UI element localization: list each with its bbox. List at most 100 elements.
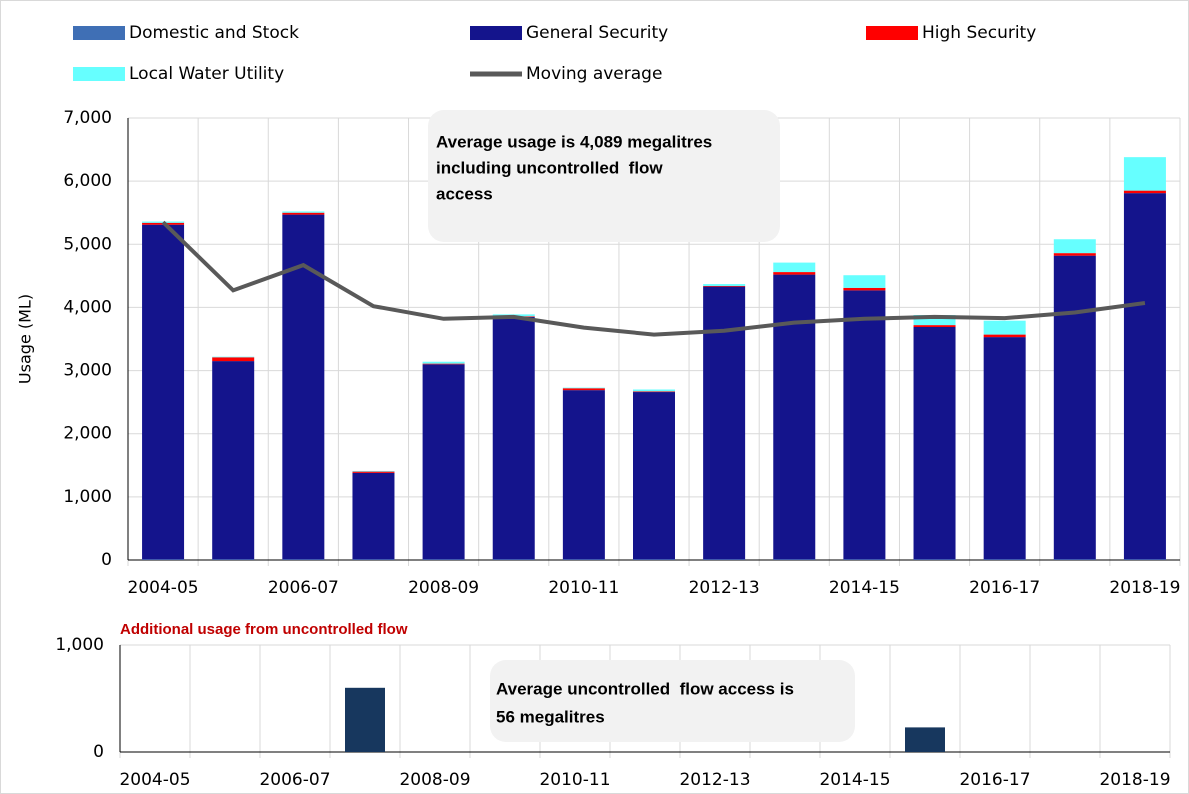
bar-segment [703,285,746,287]
annotation-box [490,660,855,742]
x-tick-label: 2014-15 [819,770,890,790]
line-series [161,220,1146,337]
bar-segment [773,262,816,273]
bar-segment [1123,157,1166,191]
bar-segment [282,211,325,213]
bar-segment [703,284,746,286]
legend-label: Local Water Utility [129,64,284,84]
bar-segment [492,316,535,560]
y-tick-label: 6,000 [63,171,112,191]
bar-segment [1053,255,1096,560]
annotation-text: Average usage is 4,089 megalitres [436,132,712,151]
y-tick-label: 4,000 [63,297,112,317]
bar-segment [562,390,605,560]
y-tick-label: 5,000 [63,234,112,254]
x-tick-label: 2008-09 [408,578,479,598]
bar-segment [1053,559,1096,560]
annotation-text: 56 megalitres [496,707,605,726]
bar-segment [352,559,395,560]
chart-title: Additional usage from uncontrolled flow [120,621,408,638]
y-tick-label: 1,000 [63,487,112,507]
bar-segment [983,559,1026,560]
bar-segment [633,392,675,560]
x-tick-label: 2014-15 [829,578,900,598]
bar-segment [212,559,255,560]
legend-label: Domestic and Stock [129,23,299,43]
x-tick-label: 2010-11 [548,578,619,598]
bar-segment [1053,253,1096,256]
x-tick-label: 2004-05 [128,578,199,598]
bar-segment [282,212,325,215]
bar-segment [562,387,605,389]
x-tick-label: 2004-05 [119,770,190,790]
legend-label: General Security [526,23,668,43]
bar-segment [142,224,185,560]
bar-segment [142,559,185,560]
legend-swatch [73,26,125,40]
x-tick-label: 2006-07 [268,578,339,598]
y-axis-label: Usage (ML) [16,294,35,384]
x-tick-label: 2018-19 [1109,578,1180,598]
annotation-text: access [436,184,493,203]
annotation-text: Average uncontrolled flow access is [496,679,794,698]
bar-segment [212,356,255,358]
bar-segment [492,559,535,560]
bar-segment [633,389,675,392]
bar-segment [703,559,746,560]
bar-segment [773,559,816,560]
bar-segment [422,363,465,365]
annotation-box [428,110,780,242]
bar-segment [633,391,675,393]
x-tick-label: 2006-07 [259,770,330,790]
bar-segment [913,559,956,560]
bar-segment [422,559,465,560]
bar-segment [843,559,886,560]
legend-label: Moving average [526,64,662,84]
bar-segment [422,361,465,364]
bar-segment [843,275,886,288]
legend-swatch [73,67,125,81]
bar-segment [562,388,605,391]
bar-segment [773,272,816,275]
bar-segment [352,472,395,560]
bar-segment [843,290,886,560]
bar-segment [983,320,1026,335]
bar-segment [633,559,675,560]
bar-segment [282,559,325,560]
y-tick-label: 1,000 [55,635,104,655]
x-tick-label: 2008-09 [399,770,470,790]
bar-segment [352,471,395,473]
y-tick-label: 0 [101,550,112,570]
bar-segment [773,274,816,560]
x-tick-label: 2016-17 [959,770,1030,790]
bar-segment [1123,190,1166,194]
bar-segment [212,361,255,560]
bar-segment [983,337,1026,560]
legend-swatch [470,26,522,40]
legend-label: High Security [922,23,1036,43]
bar-segment [1053,239,1096,254]
bar-segment [843,287,886,291]
y-tick-label: 0 [93,742,104,762]
bar-segment [212,357,255,362]
bar [905,727,945,752]
x-tick-label: 2018-19 [1099,770,1170,790]
bar-segment [1123,559,1166,560]
y-tick-label: 2,000 [63,424,112,444]
bar-segment [352,470,395,472]
bar-segment [422,364,465,560]
bar-segment [1123,193,1166,560]
y-tick-label: 7,000 [63,108,112,128]
bar-segment [913,325,956,328]
x-tick-label: 2010-11 [539,770,610,790]
legend-swatch [866,26,918,40]
bar-segment [913,315,956,326]
x-tick-label: 2012-13 [679,770,750,790]
bar-segment [562,559,605,560]
bar-segment [913,327,956,560]
y-tick-label: 3,000 [63,361,112,381]
bar [345,687,385,752]
x-tick-label: 2016-17 [969,578,1040,598]
annotation-text: including uncontrolled flow [436,158,663,177]
